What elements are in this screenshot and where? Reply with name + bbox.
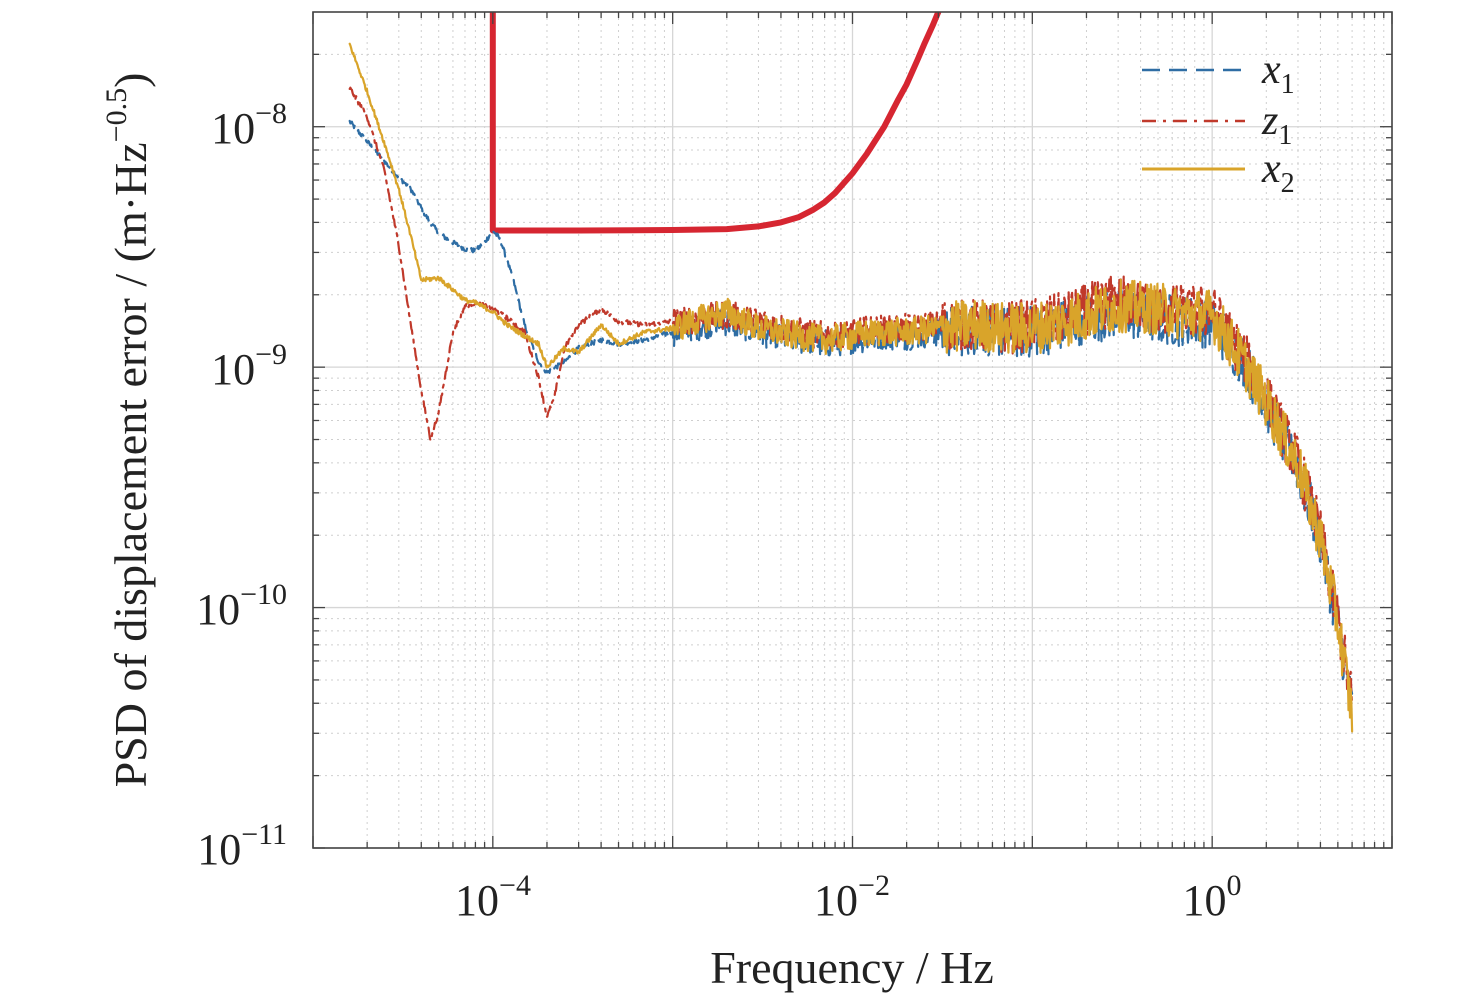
y-tick-base: 10 — [211, 345, 255, 394]
y-tick-base: 10 — [211, 104, 255, 153]
x-tick-exp: 0 — [1227, 869, 1242, 902]
y-tick-label-1e-11: 10−11 — [197, 818, 287, 874]
y-axis-label-suffix: ) — [105, 73, 156, 88]
x-tick-exp: −2 — [858, 869, 890, 902]
series-lines — [348, 12, 1354, 733]
y-axis-label: PSD of displacement error / (m·Hz−0.5) — [100, 73, 156, 788]
x-tick-exp: −4 — [499, 869, 531, 902]
x-tick-label-1e0: 100 — [1183, 869, 1242, 925]
y-tick-label-1e-9: 10−9 — [211, 338, 287, 394]
x-tick-base: 10 — [814, 876, 858, 925]
legend-series-subscript: 2 — [1281, 168, 1295, 199]
legend-series-name: z — [1261, 98, 1278, 144]
y-axis-label-main: PSD of displacement error / (m·Hz — [105, 142, 156, 787]
y-tick-base: 10 — [197, 825, 241, 874]
x-axis-label: Frequency / Hz — [710, 942, 994, 993]
legend-series-subscript: 1 — [1281, 69, 1295, 100]
legend-series-name: x — [1261, 47, 1281, 93]
legend-series-subscript: 1 — [1278, 120, 1292, 151]
y-tick-exp: −8 — [255, 97, 287, 130]
y-tick-exp: −11 — [241, 818, 287, 851]
axis-ticks — [312, 12, 1393, 849]
y-axis-label-exponent: −0.5 — [100, 88, 133, 142]
minor-grid — [313, 12, 1392, 848]
legend-label-x2: x2 — [1261, 146, 1295, 199]
legend-series-name: x — [1261, 146, 1281, 192]
legend: x1 z1 x2 — [1142, 47, 1295, 199]
x-tick-base: 10 — [1183, 876, 1227, 925]
y-tick-base: 10 — [196, 585, 240, 634]
series-line-requirement — [489, 12, 942, 234]
y-tick-exp: −10 — [240, 578, 287, 611]
x-tick-label-1e-4: 10−4 — [455, 869, 531, 925]
y-tick-label-1e-10: 10−10 — [196, 578, 287, 634]
legend-label-z1: z1 — [1261, 98, 1292, 151]
series-line-x2 — [348, 42, 1354, 733]
legend-label-x1: x1 — [1261, 47, 1295, 100]
y-tick-exp: −9 — [255, 338, 287, 371]
y-tick-label-1e-8: 10−8 — [211, 97, 287, 153]
x-tick-label-1e-2: 10−2 — [814, 869, 890, 925]
x-tick-base: 10 — [455, 876, 499, 925]
